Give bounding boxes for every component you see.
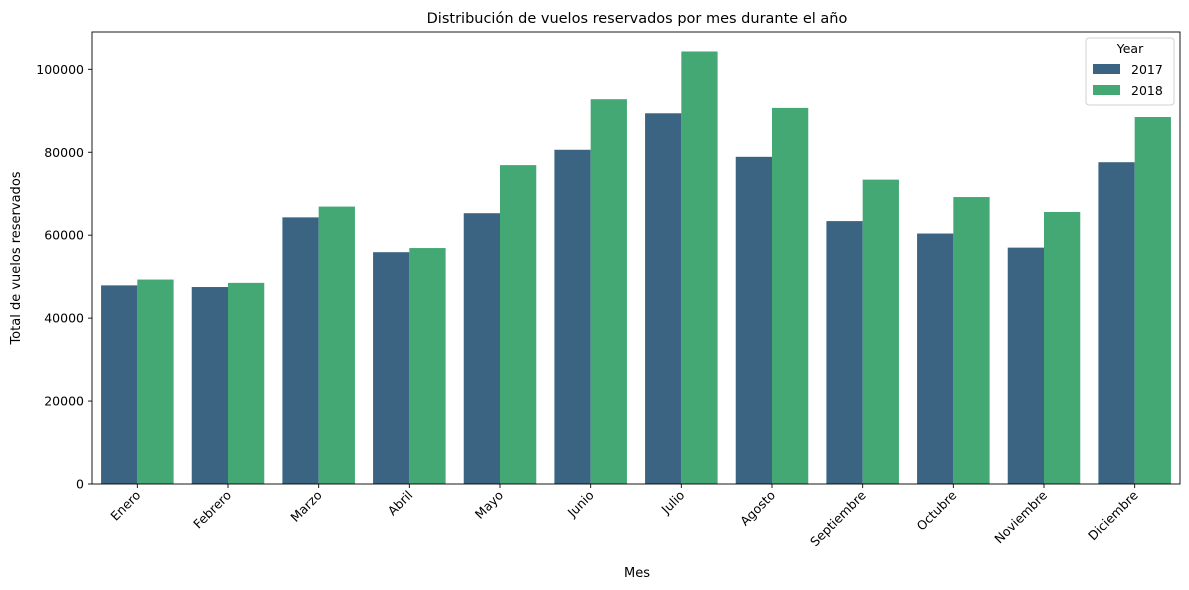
bar-2017-Marzo — [282, 217, 319, 485]
bar-2018-Junio — [590, 99, 627, 485]
legend-title: Year — [1116, 41, 1144, 56]
bar-2018-Abril — [409, 248, 446, 484]
x-tick-label: Diciembre — [1085, 487, 1141, 543]
y-tick-label: 0 — [76, 477, 84, 492]
bar-2017-Abril — [373, 252, 410, 484]
plot-area: 0 20000 40000 60000 80000 100000 Enero Febrero M… — [36, 31, 1181, 549]
y-tick-label: 100000 — [36, 62, 84, 77]
legend-label-2017: 2017 — [1131, 62, 1163, 77]
legend: Year 2017 2018 — [1085, 37, 1175, 106]
legend-swatch-2017 — [1093, 64, 1120, 74]
plot-frame — [91, 31, 1181, 485]
bar-2017-Septiembre — [826, 221, 863, 484]
bar-2017-Enero — [101, 285, 138, 484]
bar-2017-Junio — [554, 149, 591, 484]
x-tick-label: Marzo — [287, 488, 324, 525]
x-tick-label: Octubre — [913, 487, 959, 533]
bar-2018-Diciembre — [1134, 117, 1171, 484]
x-tick-label: Junio — [564, 488, 597, 521]
bar-2018-Mayo — [500, 165, 537, 485]
bar-2017-Diciembre — [1098, 162, 1135, 484]
y-tick-label: 40000 — [44, 311, 84, 326]
x-tick-label: Abril — [385, 488, 416, 519]
x-tick-label: Julio — [658, 488, 688, 518]
bar-2017-Mayo — [463, 213, 500, 484]
bar-2017-Noviembre — [1007, 247, 1044, 484]
x-tick-label: Febrero — [190, 488, 234, 532]
bar-2017-Julio — [645, 113, 682, 484]
y-tick-label: 60000 — [44, 228, 84, 243]
legend-label-2018: 2018 — [1131, 83, 1163, 98]
y-axis-label: Total de vuelos reservados — [9, 171, 24, 345]
y-tick-label: 20000 — [44, 394, 84, 409]
bar-2018-Marzo — [318, 206, 355, 484]
bar-2018-Julio — [681, 51, 718, 485]
x-tick-label: Enero — [107, 488, 143, 524]
bar-2017-Agosto — [735, 156, 772, 484]
x-tick-label: Noviembre — [991, 487, 1050, 546]
bar-2017-Octubre — [917, 233, 954, 484]
bar-2018-Noviembre — [1044, 211, 1081, 484]
y-tick-label: 80000 — [44, 145, 84, 160]
legend-swatch-2018 — [1093, 85, 1120, 95]
x-axis-label: Mes — [624, 566, 650, 581]
bar-2018-Febrero — [228, 282, 265, 484]
x-tick-label: Septiembre — [807, 487, 869, 549]
bar-2018-Agosto — [772, 107, 809, 484]
x-tick-label: Mayo — [472, 488, 506, 522]
bar-2018-Octubre — [953, 197, 990, 485]
bar-2018-Septiembre — [862, 179, 899, 484]
bar-2018-Enero — [137, 279, 174, 484]
bar-2017-Febrero — [191, 287, 228, 484]
x-tick-label: Agosto — [737, 488, 778, 529]
chart-title: Distribución de vuelos reservados por me… — [427, 11, 848, 27]
